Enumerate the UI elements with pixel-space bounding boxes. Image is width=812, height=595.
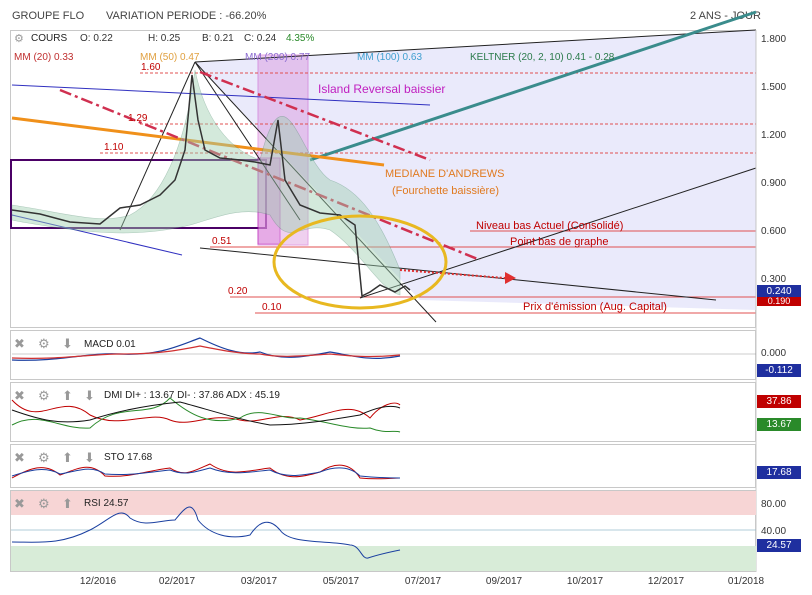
level-lines (100, 72, 756, 314)
legend-open: O: 0.22 (80, 33, 113, 44)
highlight-ellipse (272, 214, 448, 310)
macd-badge: -0.112 (757, 364, 801, 377)
legend-mm20[interactable]: MM (20) 0.33 (14, 52, 74, 63)
projection-arrow (399, 269, 506, 279)
last-price-badge: 0.240 (757, 285, 801, 298)
level-label: 1.29 (128, 113, 148, 124)
price-tick: 0.600 (761, 226, 787, 237)
legend-cours: COURS (31, 33, 68, 44)
price-tick: 1.800 (761, 34, 787, 45)
rsi-tick: 80.00 (761, 499, 787, 510)
dmi-label: DMI DI+ : 13.67 DI- : 37.86 ADX : 45.19 (104, 390, 280, 401)
rsi-line (11, 506, 401, 559)
arrow-up-icon[interactable]: ⬆ (62, 496, 73, 511)
level-label: 0.51 (212, 236, 232, 247)
x-tick: 01/2018 (727, 576, 765, 587)
price-tick: 1.200 (761, 130, 787, 141)
legend-close: C: 0.24 (244, 33, 277, 44)
island-box-1 (257, 157, 281, 245)
dmi-plus (11, 397, 401, 433)
price-tick: 1.500 (761, 82, 787, 93)
legend-change: 4.35% (286, 33, 315, 44)
x-tick: 03/2017 (240, 576, 278, 587)
median-line (11, 116, 385, 167)
arrow-up-icon[interactable]: ⬆ (62, 388, 73, 403)
arrow-down-icon[interactable]: ⬇ (84, 388, 95, 403)
x-tick: 12/2017 (647, 576, 685, 587)
sto-k (11, 463, 401, 480)
legend-mm200[interactable]: MM (200) 0.77 (245, 52, 311, 63)
andrews-median-label: MEDIANE D'ANDREWS (385, 168, 505, 180)
period-variation: VARIATION PERIODE : -66.20% (106, 10, 267, 22)
chart-low-label: Point bas de graphe (510, 236, 609, 248)
rsi-overbought-zone (11, 491, 756, 515)
close-icon[interactable]: ✖ (14, 388, 25, 403)
island-reversal-label: Island Reversal baissier (318, 82, 446, 96)
rsi-badge: 24.57 (757, 539, 801, 552)
price-tick: 0.900 (761, 178, 787, 189)
legend-low: B: 0.21 (202, 33, 234, 44)
arrow-down-icon[interactable]: ⬇ (84, 450, 95, 465)
level-label: 0.20 (228, 286, 248, 297)
close-icon[interactable]: ✖ (14, 336, 25, 351)
symbol-title: GROUPE FLO (12, 10, 85, 22)
close-icon[interactable]: ✖ (14, 450, 25, 465)
macd-label: MACD 0.01 (84, 339, 136, 350)
x-tick: 09/2017 (485, 576, 523, 587)
arrow-up-icon[interactable]: ⬆ (62, 450, 73, 465)
sto-badge: 17.68 (757, 466, 801, 479)
sto-label: STO 17.68 (104, 452, 153, 463)
gear-icon[interactable]: ⚙ (38, 496, 50, 511)
gear-icon[interactable]: ⚙ (38, 450, 50, 465)
macd-tick: 0.000 (761, 348, 787, 359)
x-tick: 07/2017 (404, 576, 442, 587)
adx-line (11, 401, 401, 426)
x-tick: 05/2017 (322, 576, 360, 587)
fork-lines (11, 29, 757, 323)
macd-signal (11, 345, 401, 359)
arrow-down-icon[interactable]: ⬇ (62, 336, 73, 351)
close-icon[interactable]: ✖ (14, 496, 25, 511)
red-fork-line (59, 88, 481, 262)
level-label: 1.10 (104, 142, 124, 153)
dmi-plus-badge: 13.67 (757, 418, 801, 431)
legend-keltner[interactable]: KELTNER (20, 2, 10) 0.41 - 0.28 (470, 52, 615, 63)
fork-label: (Fourchette baissière) (392, 185, 499, 197)
rsi-label: RSI 24.57 (84, 498, 129, 509)
period-selector[interactable]: 2 ANS - JOUR (690, 10, 761, 22)
settings-icon[interactable]: ⚙ (14, 33, 24, 45)
x-tick: 02/2017 (158, 576, 196, 587)
current-low-label: Niveau bas Actuel (Consolidé) (476, 220, 624, 232)
sto-d (11, 467, 401, 479)
x-tick: 12/2016 (79, 576, 117, 587)
rsi-tick: 40.00 (761, 526, 787, 537)
gear-icon[interactable]: ⚙ (38, 336, 50, 351)
dmi-minus-badge: 37.86 (757, 395, 801, 408)
dmi-minus (11, 399, 401, 423)
level-label: 1.60 (141, 62, 161, 73)
issue-price-label: Prix d'émission (Aug. Capital) (523, 301, 667, 313)
rsi-oversold-zone (11, 546, 756, 571)
gear-icon[interactable]: ⚙ (38, 388, 50, 403)
legend-mm100[interactable]: MM (100) 0.63 (357, 52, 423, 63)
legend-mm50[interactable]: MM (50) 0.47 (140, 52, 200, 63)
level-label: 0.10 (262, 302, 282, 313)
legend-high: H: 0.25 (148, 33, 181, 44)
price-tick: 0.300 (761, 274, 787, 285)
second-price-badge: 0.190 (757, 297, 801, 306)
x-tick: 10/2017 (566, 576, 604, 587)
price-line (11, 74, 411, 298)
teal-trendline (309, 10, 757, 162)
